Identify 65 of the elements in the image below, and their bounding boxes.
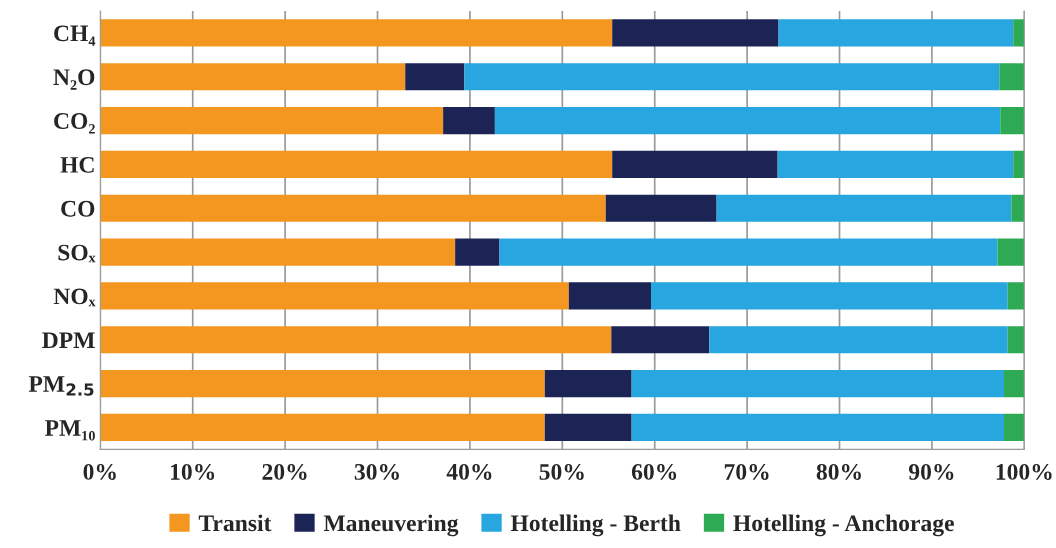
bar: [1003, 413, 1025, 442]
bar: [100, 326, 612, 354]
bar: [631, 413, 1004, 442]
bar: [631, 370, 1004, 398]
x-tick-label: 40%: [446, 463, 492, 480]
bar: [997, 238, 1025, 266]
x-tick-label: 100%: [996, 463, 1052, 480]
bar: [544, 413, 632, 442]
bar: [999, 63, 1025, 91]
bar: [568, 282, 652, 310]
x-tick-label: 80%: [816, 463, 861, 480]
bar: [605, 194, 717, 222]
bar: [100, 282, 569, 310]
bar: [100, 106, 444, 135]
bar: [1003, 370, 1025, 398]
bar: [100, 370, 545, 398]
x-tick-label: 70%: [724, 463, 769, 480]
bar: [455, 238, 500, 266]
bar: [443, 106, 495, 135]
bar: [612, 150, 778, 178]
x-tick-label: 50%: [539, 463, 584, 480]
x-tick-label: 0%: [83, 463, 116, 480]
bar: [100, 413, 545, 442]
bar: [464, 63, 1000, 91]
x-tick-label: 60%: [631, 463, 677, 480]
legend-label: Hotelling - Anchorage: [733, 514, 954, 537]
bar: [100, 63, 406, 91]
bar: [716, 194, 1012, 222]
bar: [100, 19, 613, 47]
bar: [1007, 282, 1025, 310]
bar: [777, 150, 1014, 178]
bar: [499, 238, 998, 266]
bar: [100, 194, 606, 222]
legend-label: Hotelling - Berth: [510, 514, 681, 537]
x-tick-label: 20%: [262, 463, 307, 480]
y-tick-label: PM₁₀: [44, 420, 95, 441]
legend-label: Transit: [198, 514, 272, 532]
y-tick-label: NOₓ: [53, 288, 96, 307]
legend-label: Maneuvering: [323, 514, 459, 537]
y-tick-label: N₂O: [53, 69, 95, 90]
y-tick-label: DPM: [42, 332, 95, 348]
bar: [651, 282, 1008, 310]
bar: [100, 150, 613, 178]
x-tick-label: 90%: [908, 463, 954, 480]
bar: [1013, 19, 1025, 47]
y-tick-label: SOₓ: [58, 244, 96, 263]
x-tick-label: 10%: [171, 463, 215, 480]
bar: [709, 326, 1008, 354]
bar: [100, 238, 456, 266]
bar: [611, 326, 710, 354]
bar: [1007, 326, 1025, 354]
y-tick-label: HC: [60, 156, 94, 173]
bar: [778, 19, 1014, 47]
x-tick-label: 30%: [354, 463, 399, 480]
bar: [405, 63, 465, 91]
y-tick-label: PM$_{2.5}$: [28, 376, 94, 396]
bar: [494, 106, 1001, 135]
bar: [1011, 194, 1025, 222]
y-tick-label: CO: [61, 200, 95, 217]
y-tick-label: CH₄: [54, 25, 96, 46]
bar: [1000, 106, 1025, 135]
bar: [544, 370, 632, 398]
bar: [612, 19, 779, 47]
bar: [1013, 150, 1025, 178]
y-tick-label: CO₂: [54, 113, 95, 134]
